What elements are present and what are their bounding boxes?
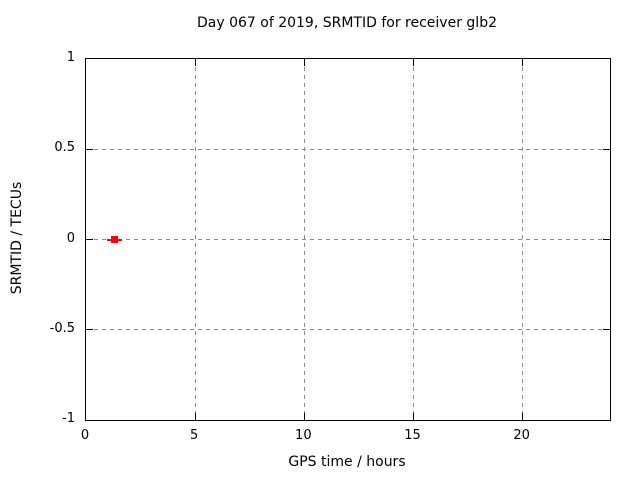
y-tick-label: -1 — [62, 411, 75, 426]
tick-mark — [303, 59, 305, 66]
chart-title: Day 067 of 2019, SRMTID for receiver glb… — [197, 15, 497, 31]
tick-mark — [86, 239, 93, 240]
tick-mark — [603, 148, 610, 150]
plot-area — [85, 58, 611, 421]
tick-mark — [86, 329, 93, 331]
tick-mark — [413, 59, 414, 66]
tick-mark — [194, 413, 196, 420]
tick-mark — [603, 329, 610, 331]
data-point-marker — [110, 236, 118, 243]
gridline-horizontal — [86, 148, 610, 150]
gridline-horizontal — [86, 329, 610, 331]
tick-mark — [194, 59, 196, 66]
x-tick-label: 10 — [295, 428, 312, 443]
tick-mark — [603, 239, 610, 240]
gridline-horizontal — [86, 239, 610, 240]
y-tick-label: -0.5 — [49, 320, 75, 336]
y-tick-label: 0.5 — [54, 140, 75, 156]
tick-mark — [522, 59, 524, 66]
x-tick-label: 15 — [404, 428, 421, 443]
x-axis-label: GPS time / hours — [288, 454, 406, 470]
y-tick-label: 0 — [66, 230, 75, 246]
tick-mark — [86, 148, 93, 150]
tick-mark — [522, 413, 524, 420]
x-tick-label: 0 — [80, 428, 90, 443]
tick-mark — [413, 413, 414, 420]
x-tick-label: 20 — [513, 428, 530, 443]
tick-mark — [303, 413, 305, 420]
y-tick-label: 1 — [66, 50, 75, 65]
x-tick-label: 5 — [190, 428, 199, 443]
y-axis-label: SRMTID / TECUs — [9, 181, 25, 295]
